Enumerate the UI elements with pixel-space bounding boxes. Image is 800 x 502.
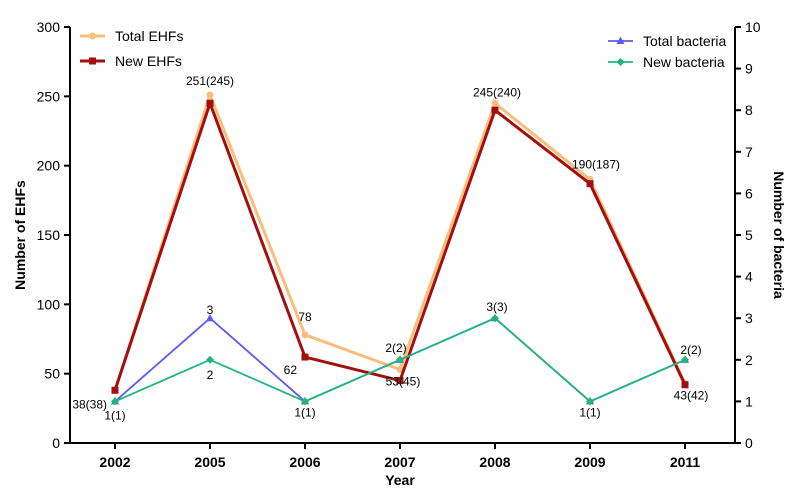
data-label: 3 bbox=[207, 303, 214, 317]
x-tick-label: 2008 bbox=[479, 454, 510, 470]
legend-label: Total bacteria bbox=[643, 33, 726, 49]
y-right-tick-label: 6 bbox=[745, 185, 753, 201]
x-tick-label: 2006 bbox=[289, 454, 320, 470]
y-right-tick-label: 0 bbox=[745, 435, 753, 451]
data-point-new-ehfs bbox=[586, 180, 594, 188]
y-right-tick-label: 7 bbox=[745, 144, 753, 160]
data-point-new-bacteria bbox=[586, 397, 594, 406]
legend-marker bbox=[616, 58, 625, 66]
data-point-new-ehfs bbox=[111, 386, 119, 394]
y-left-tick-label: 300 bbox=[37, 19, 61, 35]
data-point-total-ehfs bbox=[491, 99, 499, 107]
data-label: 190(187) bbox=[572, 158, 620, 172]
legend-marker bbox=[89, 57, 96, 65]
series-new-bacteria bbox=[111, 314, 689, 406]
data-point-total-bacteria bbox=[206, 313, 214, 322]
data-label: 245(240) bbox=[473, 85, 521, 99]
series-layer bbox=[111, 91, 689, 406]
legend-label: New EHFs bbox=[115, 53, 182, 69]
data-point-new-ehfs bbox=[396, 377, 404, 385]
data-point-new-ehfs bbox=[301, 353, 309, 361]
data-point-new-bacteria bbox=[491, 314, 499, 323]
legend-entry-total-bacteria: Total bacteria bbox=[608, 33, 726, 49]
data-point-new-bacteria bbox=[111, 397, 119, 406]
data-point-new-bacteria bbox=[301, 397, 309, 406]
data-label: 1(1) bbox=[104, 408, 125, 422]
data-point-new-bacteria bbox=[206, 355, 214, 364]
legend-marker bbox=[89, 32, 96, 40]
y-left-tick-label: 250 bbox=[37, 88, 61, 104]
data-labels: 38(38) 251(245) 78 62 53(45) 245(240) 190(187)… bbox=[72, 74, 708, 422]
legend: Total EHFs New EHFs Total bacteria New bact… bbox=[80, 28, 726, 70]
legend-marker bbox=[616, 36, 625, 44]
y-right-tick-label: 2 bbox=[745, 352, 753, 368]
data-point-new-ehfs bbox=[681, 381, 689, 389]
legend-entry-total-ehfs: Total EHFs bbox=[80, 28, 183, 44]
y-left-tick-label: 50 bbox=[44, 366, 60, 382]
x-tick-label: 2007 bbox=[384, 454, 415, 470]
data-point-new-bacteria bbox=[396, 355, 404, 364]
y-left-tick-label: 150 bbox=[37, 227, 61, 243]
y-right-tick-label: 10 bbox=[745, 19, 761, 35]
data-label: 1(1) bbox=[579, 405, 600, 419]
data-label: 78 bbox=[298, 310, 312, 324]
x-tick-label: 2009 bbox=[574, 454, 605, 470]
y-right-tick-label: 9 bbox=[745, 61, 753, 77]
y-right-tick-label: 1 bbox=[745, 393, 753, 409]
data-label: 62 bbox=[284, 363, 298, 377]
data-label: 53(45) bbox=[386, 375, 421, 389]
y-left-tick-label: 200 bbox=[37, 158, 61, 174]
data-point-total-ehfs bbox=[206, 91, 214, 99]
y-axis-left-label: Number of EHFs bbox=[12, 180, 28, 290]
legend-entry-new-ehfs: New EHFs bbox=[80, 53, 182, 69]
data-label: 3(3) bbox=[486, 300, 507, 314]
data-label: 38(38) bbox=[72, 397, 107, 411]
data-label: 2 bbox=[207, 368, 214, 382]
y-right-tick-label: 4 bbox=[745, 269, 753, 285]
y-right-tick-label: 3 bbox=[745, 310, 753, 326]
data-point-new-bacteria bbox=[681, 355, 689, 364]
data-point-new-ehfs bbox=[491, 106, 499, 114]
data-label: 43(42) bbox=[674, 388, 709, 402]
y-right-tick-label: 8 bbox=[745, 102, 753, 118]
data-label: 1(1) bbox=[294, 405, 315, 419]
legend-entry-new-bacteria: New bacteria bbox=[608, 54, 725, 70]
data-label: 2(2) bbox=[385, 341, 406, 355]
legend-label: Total EHFs bbox=[115, 28, 183, 44]
x-axis-label: Year bbox=[385, 472, 415, 488]
y-right-tick-label: 5 bbox=[745, 227, 753, 243]
legend-label: New bacteria bbox=[643, 54, 725, 70]
x-tick-label: 2011 bbox=[670, 454, 701, 470]
x-tick-label: 2002 bbox=[99, 454, 130, 470]
data-label: 251(245) bbox=[186, 74, 234, 88]
data-point-total-ehfs bbox=[301, 331, 309, 339]
x-tick-label: 2005 bbox=[194, 454, 225, 470]
data-point-new-ehfs bbox=[206, 99, 214, 107]
y-left-tick-label: 100 bbox=[37, 296, 61, 312]
y-axis-right-label: Number of bacteria bbox=[771, 171, 787, 299]
series-new-ehfs bbox=[111, 99, 689, 394]
data-label: 2(2) bbox=[680, 343, 701, 357]
y-left-tick-label: 0 bbox=[52, 435, 60, 451]
